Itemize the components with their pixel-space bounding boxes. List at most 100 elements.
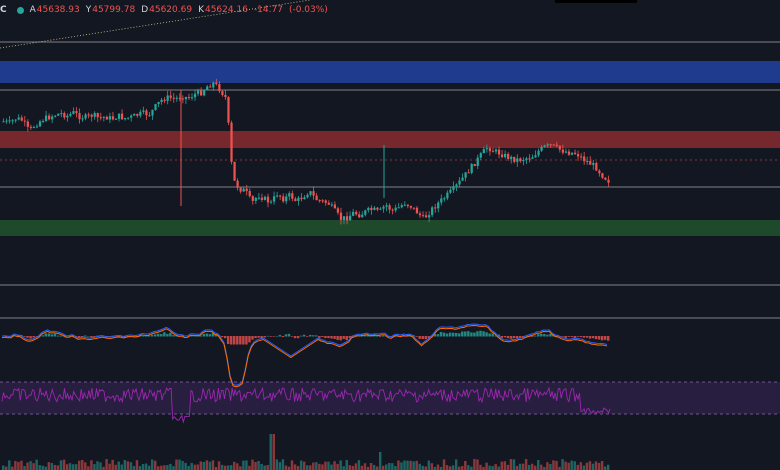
macd-histogram-bar xyxy=(239,336,242,345)
candle-body xyxy=(288,193,291,197)
macd-histogram-bar xyxy=(421,336,424,340)
symbol-label[interactable]: C xyxy=(0,5,7,15)
volume-bar xyxy=(348,465,351,470)
macd-histogram-bar xyxy=(299,335,303,337)
macd-histogram-bar xyxy=(375,335,379,337)
candle xyxy=(586,156,589,165)
candle xyxy=(434,203,437,213)
macd-histogram-bar xyxy=(65,335,69,337)
candle xyxy=(327,200,330,206)
candle-body xyxy=(291,193,294,199)
market-status-icon xyxy=(16,6,24,14)
candle-body xyxy=(321,200,324,202)
candle-body xyxy=(203,90,206,96)
macd-histogram-bar xyxy=(464,331,467,337)
candle xyxy=(583,151,586,165)
macd-histogram-bar xyxy=(226,336,230,345)
candle xyxy=(127,117,130,120)
candle-body xyxy=(41,120,45,122)
volume-layer xyxy=(2,434,610,470)
candle-body xyxy=(38,121,42,127)
resistance-zone[interactable] xyxy=(0,131,780,148)
volume-bar xyxy=(172,466,175,470)
candle xyxy=(218,81,221,94)
candle xyxy=(449,187,452,194)
candle-body xyxy=(93,113,96,117)
candle xyxy=(552,144,555,146)
volume-bar xyxy=(132,466,136,470)
macd-histogram-bar xyxy=(272,336,275,337)
candle-body xyxy=(23,120,26,122)
candle-body xyxy=(227,97,230,123)
candle xyxy=(29,124,32,130)
candle-body xyxy=(11,120,14,122)
candle xyxy=(309,190,312,197)
supply-zone[interactable] xyxy=(0,61,780,83)
candle xyxy=(567,148,571,156)
volume-bar xyxy=(99,462,102,470)
candle-body xyxy=(139,111,142,116)
candle-body xyxy=(124,118,127,120)
macd-histogram-bar xyxy=(150,334,154,337)
macd-histogram-bar xyxy=(309,334,312,337)
candle xyxy=(279,194,282,200)
macd-histogram-bar xyxy=(287,333,291,337)
volume-bar xyxy=(309,465,312,470)
volume-bar xyxy=(579,462,583,470)
candle-body xyxy=(567,151,571,155)
candle-body xyxy=(576,154,580,157)
candle-body xyxy=(294,198,297,201)
volume-bar xyxy=(397,460,400,470)
macd-histogram-bar xyxy=(509,336,513,339)
demand-zone[interactable] xyxy=(0,220,780,236)
candle-body xyxy=(355,211,358,215)
volume-bar xyxy=(467,465,470,470)
candle xyxy=(464,172,467,182)
macd-histogram-bar xyxy=(467,331,470,337)
candle xyxy=(285,193,288,205)
candle-body xyxy=(510,156,513,159)
volume-bar xyxy=(448,466,452,470)
candle-body xyxy=(333,204,336,209)
candle-body xyxy=(29,126,32,128)
candle-body xyxy=(406,204,409,206)
candle xyxy=(282,193,285,203)
candle xyxy=(99,112,102,121)
trend-line[interactable] xyxy=(0,0,311,49)
volume-bar xyxy=(351,465,355,470)
volume-bar xyxy=(59,460,63,470)
volume-bar xyxy=(202,461,206,470)
open-label: A xyxy=(29,5,36,15)
macd-histogram-bar xyxy=(50,334,54,337)
candle-body xyxy=(32,127,36,129)
volume-bar xyxy=(260,463,263,470)
candle xyxy=(63,111,66,120)
volume-bar xyxy=(445,465,449,470)
volume-bar xyxy=(29,461,32,470)
candle-body xyxy=(169,95,172,98)
macd-histogram-bar xyxy=(500,336,503,338)
candle-body xyxy=(127,117,130,119)
candle xyxy=(72,107,75,115)
macd-histogram-bar xyxy=(470,332,473,337)
candle-body xyxy=(236,180,239,188)
candle xyxy=(573,149,577,155)
volume-bar xyxy=(537,459,540,470)
candle-body xyxy=(303,197,306,200)
volume-bar xyxy=(527,464,531,470)
macd-histogram-bar xyxy=(597,336,601,340)
candle-body xyxy=(385,205,388,207)
macd-histogram-bar xyxy=(93,336,96,338)
candle xyxy=(84,112,87,121)
candle-body xyxy=(534,155,537,158)
low-label: D xyxy=(141,5,149,15)
macd-histogram-bar xyxy=(339,336,342,341)
open-value: 45638.93 xyxy=(36,5,80,15)
candle-body xyxy=(63,113,66,118)
volume-bar xyxy=(369,463,373,470)
macd-histogram-bar xyxy=(345,336,348,341)
candle-body xyxy=(154,104,157,110)
volume-bar xyxy=(96,461,99,470)
macd-histogram-bar xyxy=(448,332,452,337)
